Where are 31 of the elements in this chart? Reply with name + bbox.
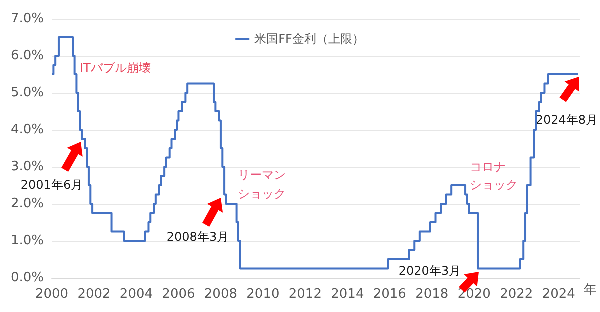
x-tick-label: 2010	[246, 287, 280, 302]
y-tick-label: 5.0%	[10, 86, 44, 100]
x-tick-label: 2024	[542, 287, 576, 302]
annotation: ITバブル崩壊	[80, 61, 151, 75]
y-tick-label: 7.0%	[10, 12, 44, 26]
annotation: 2024年8月	[536, 113, 598, 127]
y-tick-label: 4.0%	[10, 122, 44, 138]
x-tick-label: 2022	[500, 287, 534, 302]
x-tick-label: 2002	[78, 287, 111, 302]
y-tick-label: 1.0%	[10, 234, 44, 248]
y-tick-label: 6.0%	[10, 48, 44, 64]
x-tick-label: 2006	[162, 287, 196, 302]
annotation: リーマン	[238, 168, 286, 182]
legend-label: 米国FF金利（上限）	[254, 32, 364, 46]
x-tick-label: 2008	[204, 287, 238, 302]
x-tick-label: 2004	[120, 287, 154, 302]
x-tick-label: 2014	[331, 287, 364, 302]
x-tick-label: 2012	[288, 287, 322, 302]
y-tick-label: 3.0%	[10, 160, 44, 174]
annotation: 2008年3月	[166, 230, 230, 244]
annotation: ショック	[238, 187, 286, 201]
x-tick-label: 2018	[416, 287, 449, 302]
x-axis-title: 年	[584, 283, 597, 298]
y-tick-label: 0.0%	[10, 270, 44, 286]
annotation: 2020年3月	[398, 264, 462, 278]
x-tick-label: 2016	[373, 287, 406, 302]
annotation: 2001年6月	[20, 178, 84, 192]
y-tick-label: 2.0%	[10, 196, 44, 212]
annotation: コロナ	[470, 160, 506, 174]
x-tick-label: 2000	[35, 287, 69, 302]
annotation: ショック	[470, 178, 518, 192]
